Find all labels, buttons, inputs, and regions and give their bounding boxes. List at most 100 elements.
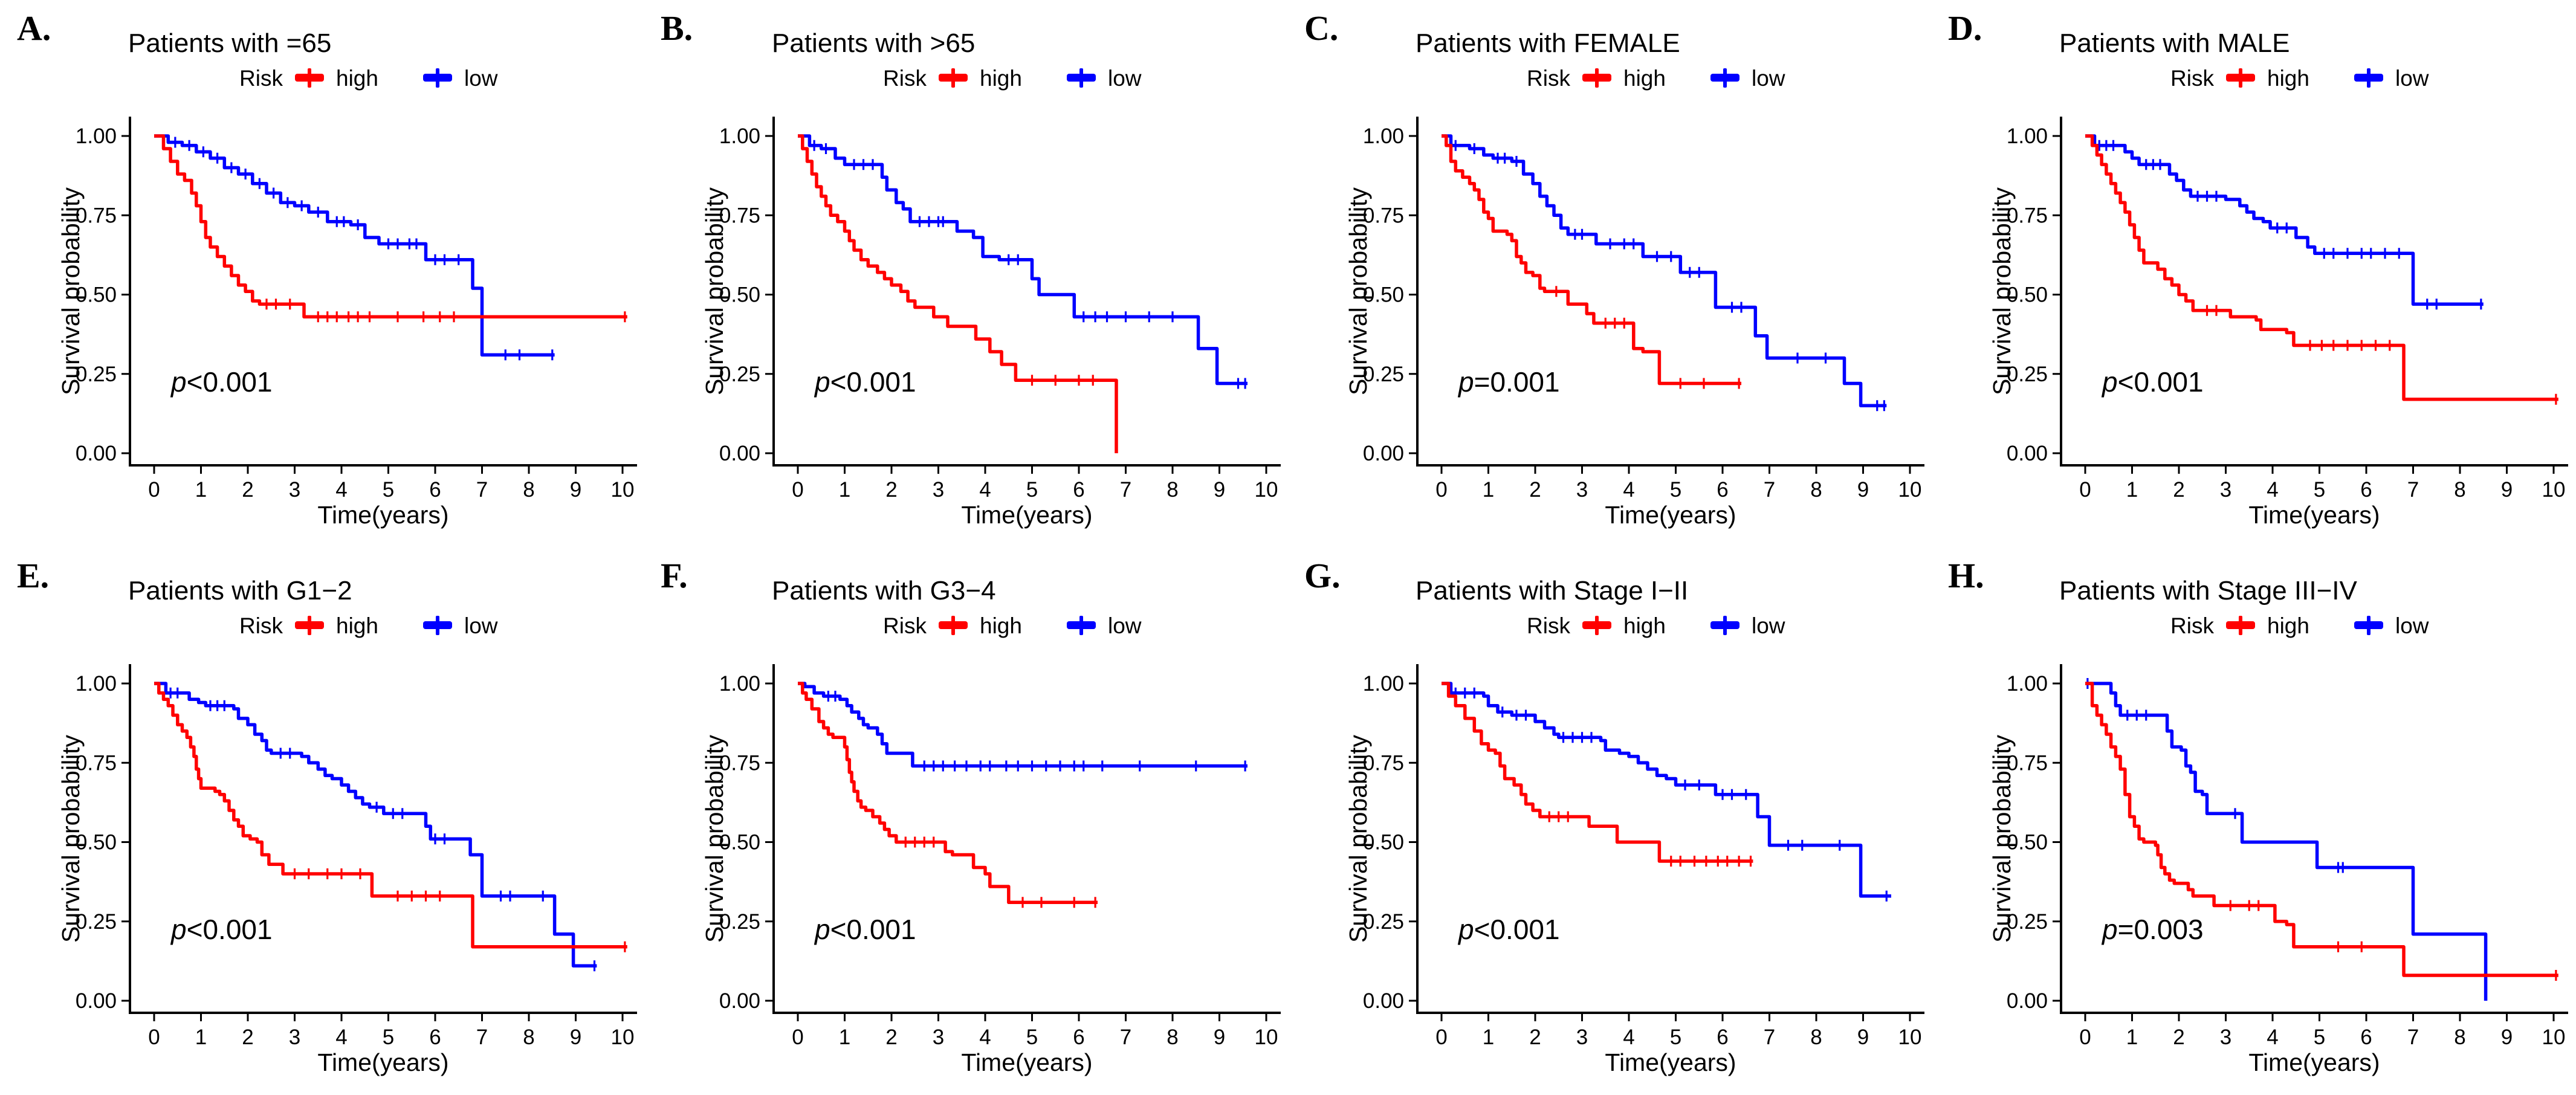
legend-low-key bbox=[1067, 68, 1096, 88]
survival-curves bbox=[1442, 134, 1887, 412]
y-tick-label: 0.75 bbox=[76, 751, 117, 775]
survival-curve-high bbox=[798, 134, 1118, 453]
x-tick-label: 3 bbox=[2220, 1026, 2231, 1049]
legend-low-key bbox=[423, 616, 452, 635]
y-axis-title: Survival probability bbox=[1988, 734, 2016, 943]
y-tick-label: 0.75 bbox=[2007, 751, 2048, 775]
legend: Risk high low bbox=[239, 613, 498, 638]
axes: 0.00 0.25 0.50 0.75 1.00 0 1 2 3 4 5 6 7 8 9 10 bbox=[1363, 664, 1924, 1049]
y-tick-label: 0.25 bbox=[1363, 363, 1404, 386]
x-ticks: 0 1 2 3 4 5 6 7 8 9 10 bbox=[2079, 465, 2565, 502]
survival-curve-low bbox=[1442, 682, 1891, 898]
x-tick-label: 6 bbox=[2360, 1026, 2372, 1049]
legend-risk-label: Risk bbox=[239, 613, 283, 638]
km-panel-svg: A. Patients with =65 Risk high low 0.000… bbox=[17, 8, 637, 529]
x-tick-label: 4 bbox=[2267, 1026, 2278, 1049]
x-tick-label: 9 bbox=[1857, 1026, 1869, 1049]
x-tick-label: 6 bbox=[429, 1026, 441, 1049]
axes: 0.00 0.25 0.50 0.75 1.00 0 1 2 3 4 5 6 7 8 9 10 bbox=[76, 117, 637, 502]
legend-low-label: low bbox=[1752, 66, 1785, 91]
x-tick-label: 9 bbox=[570, 1026, 581, 1049]
x-tick-label: 7 bbox=[1120, 1026, 1131, 1049]
y-tick-label: 0.50 bbox=[76, 831, 117, 854]
panel-letter: G. bbox=[1304, 556, 1341, 595]
y-tick-label: 1.00 bbox=[2007, 124, 2048, 148]
y-ticks: 0.00 0.25 0.50 0.75 1.00 bbox=[1363, 124, 1417, 465]
x-tick-label: 6 bbox=[2360, 478, 2372, 502]
x-tick-label: 0 bbox=[792, 478, 803, 502]
legend-high-label: high bbox=[336, 613, 378, 638]
y-tick-label: 0.50 bbox=[1363, 283, 1404, 307]
x-axis-title: Time(years) bbox=[961, 1048, 1092, 1076]
x-tick-label: 2 bbox=[885, 478, 897, 502]
legend-high-label: high bbox=[336, 66, 378, 91]
y-tick-label: 1.00 bbox=[719, 124, 760, 148]
x-tick-label: 0 bbox=[148, 478, 160, 502]
x-tick-label: 0 bbox=[792, 1026, 803, 1049]
x-ticks: 0 1 2 3 4 5 6 7 8 9 10 bbox=[1435, 1013, 1921, 1049]
x-tick-label: 7 bbox=[476, 478, 488, 502]
legend-high-label: high bbox=[980, 66, 1022, 91]
km-panel-svg: H. Patients with Stage III−IV Risk high … bbox=[1948, 556, 2568, 1076]
legend-low-key bbox=[1710, 616, 1739, 635]
y-axis-title: Survival probability bbox=[1988, 187, 2016, 395]
legend-high-label: high bbox=[1623, 613, 1666, 638]
legend-low-key bbox=[1067, 616, 1096, 635]
legend-low-label: low bbox=[2395, 66, 2429, 91]
axes: 0.00 0.25 0.50 0.75 1.00 0 1 2 3 4 5 6 7 8 9 10 bbox=[1363, 117, 1924, 502]
y-ticks: 0.00 0.25 0.50 0.75 1.00 bbox=[719, 124, 774, 465]
y-tick-label: 0.75 bbox=[2007, 204, 2048, 227]
x-tick-label: 1 bbox=[2126, 1026, 2138, 1049]
survival-curves bbox=[154, 134, 627, 361]
legend-low-label: low bbox=[1108, 613, 1142, 638]
panel-title: Patients with FEMALE bbox=[1416, 28, 1680, 58]
panel-title: Patients with MALE bbox=[2059, 28, 2290, 58]
x-tick-label: 5 bbox=[383, 1026, 394, 1049]
panel-letter: H. bbox=[1948, 556, 1984, 595]
x-tick-label: 3 bbox=[933, 478, 944, 502]
survival-curve-low bbox=[154, 682, 597, 968]
y-tick-label: 0.50 bbox=[2007, 283, 2048, 307]
x-tick-label: 7 bbox=[1764, 478, 1775, 502]
panel-letter: E. bbox=[17, 556, 49, 595]
y-tick-label: 0.00 bbox=[719, 442, 760, 465]
y-axis-title: Survival probability bbox=[57, 187, 85, 395]
y-tick-label: 0.25 bbox=[76, 363, 117, 386]
x-tick-label: 2 bbox=[2173, 478, 2184, 502]
x-tick-label: 10 bbox=[611, 1026, 635, 1049]
x-tick-label: 3 bbox=[289, 1026, 300, 1049]
legend-high-label: high bbox=[1623, 66, 1666, 91]
y-tick-label: 1.00 bbox=[76, 124, 117, 148]
x-tick-label: 7 bbox=[2407, 1026, 2419, 1049]
axes: 0.00 0.25 0.50 0.75 1.00 0 1 2 3 4 5 6 7 8 9 10 bbox=[719, 664, 1281, 1049]
y-axis-title: Survival probability bbox=[701, 187, 728, 395]
x-tick-label: 4 bbox=[1623, 478, 1634, 502]
legend-low-label: low bbox=[1752, 613, 1785, 638]
panel-title: Patients with Stage I−II bbox=[1416, 576, 1688, 606]
legend-risk-label: Risk bbox=[2170, 66, 2214, 91]
x-tick-label: 1 bbox=[839, 1026, 850, 1049]
x-tick-label: 8 bbox=[1810, 478, 1822, 502]
x-tick-label: 0 bbox=[148, 1026, 160, 1049]
y-ticks: 0.00 0.25 0.50 0.75 1.00 bbox=[719, 672, 774, 1013]
legend-low-key bbox=[423, 68, 452, 88]
legend-high-key bbox=[939, 616, 968, 635]
x-tick-label: 0 bbox=[2079, 478, 2091, 502]
y-tick-label: 1.00 bbox=[2007, 672, 2048, 696]
x-tick-label: 8 bbox=[2454, 1026, 2465, 1049]
survival-curves bbox=[2085, 134, 2558, 405]
x-tick-label: 6 bbox=[1073, 1026, 1084, 1049]
legend: Risk high low bbox=[2170, 66, 2429, 91]
x-tick-label: 8 bbox=[1167, 478, 1178, 502]
km-panel-svg: B. Patients with >65 Risk high low 0.000… bbox=[661, 8, 1281, 529]
y-ticks: 0.00 0.25 0.50 0.75 1.00 bbox=[1363, 672, 1417, 1013]
survival-curve-high bbox=[1442, 134, 1741, 386]
x-tick-label: 5 bbox=[1026, 1026, 1038, 1049]
survival-curve-low bbox=[2085, 682, 2488, 1001]
x-tick-label: 10 bbox=[2542, 1026, 2566, 1049]
y-tick-label: 1.00 bbox=[719, 672, 760, 696]
x-axis-title: Time(years) bbox=[1605, 1048, 1736, 1076]
x-tick-label: 7 bbox=[2407, 478, 2419, 502]
km-panel: A. Patients with =65 Risk high low 0.00 0… bbox=[0, 0, 644, 548]
km-panel: G. Patients with Stage I−II Risk high lo… bbox=[1287, 548, 1931, 1095]
